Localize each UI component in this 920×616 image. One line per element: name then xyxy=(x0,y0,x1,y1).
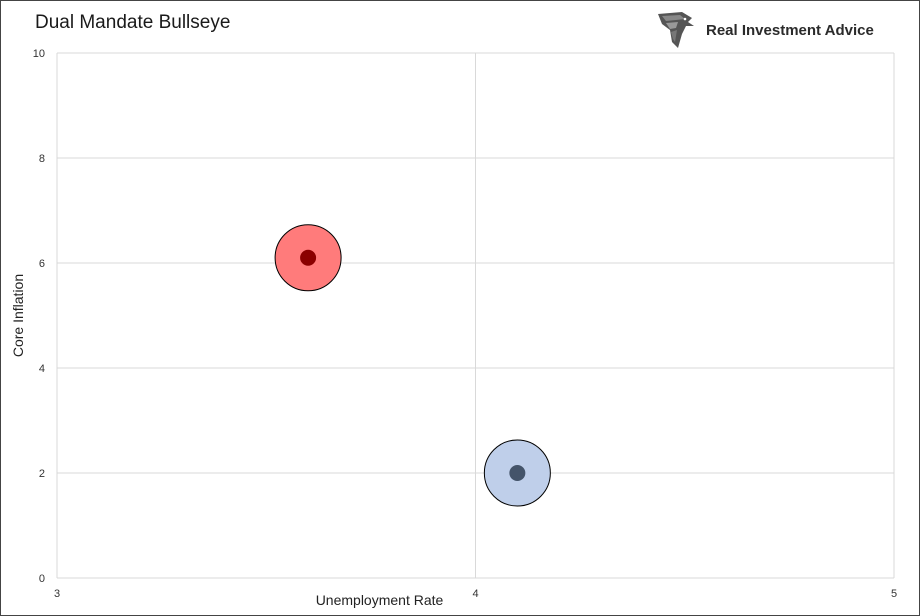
y-tick-label: 10 xyxy=(33,48,45,60)
brand-name: Real Investment Advice xyxy=(706,21,874,39)
bullseye-center-1 xyxy=(300,249,317,266)
x-tick-label: 5 xyxy=(891,588,897,600)
brand-logo: Real Investment Advice xyxy=(652,8,874,52)
y-tick-label: 6 xyxy=(39,258,45,270)
x-tick-label: 4 xyxy=(472,588,478,600)
chart-title: Dual Mandate Bullseye xyxy=(35,12,231,33)
bullseye-center-2 xyxy=(509,465,526,481)
eagle-head-icon xyxy=(658,12,694,48)
y-tick-label: 0 xyxy=(39,573,45,585)
y-tick-label: 4 xyxy=(39,363,45,375)
y-tick-label: 8 xyxy=(39,153,45,165)
x-tick-label: 3 xyxy=(54,588,60,600)
y-axis-title: Core Inflation xyxy=(10,274,26,357)
y-tick-label: 2 xyxy=(39,468,45,480)
x-axis-title: Unemployment Rate xyxy=(316,592,444,608)
